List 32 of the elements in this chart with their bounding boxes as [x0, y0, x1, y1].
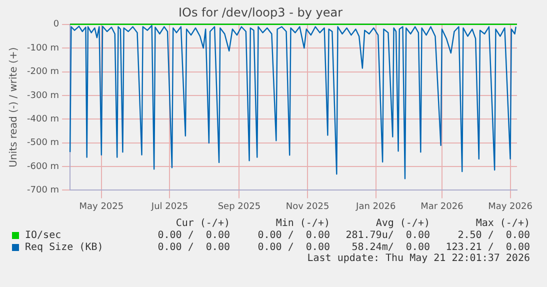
- y-tick-label: 0: [53, 20, 60, 30]
- legend-label: Req Size (KB): [25, 242, 104, 252]
- x-tick-label: Nov 2025: [286, 202, 330, 212]
- x-tick-label: Mar 2026: [420, 202, 464, 212]
- y-tick-label: -700 m: [26, 186, 60, 196]
- y-tick-label: -500 m: [26, 138, 60, 148]
- text: Max (-/+): [474, 218, 530, 229]
- text: 281.79u/ 0.00: [344, 230, 430, 240]
- text: 0.00 / 0.00: [256, 242, 330, 252]
- y-tick-label: -200 m: [26, 67, 60, 78]
- text: Avg (-/+): [374, 218, 430, 229]
- legend-label: IO/sec: [25, 230, 62, 240]
- y-tick-label: -100 m: [26, 43, 60, 54]
- x-tick-label: May 2025: [79, 202, 124, 212]
- text: 58.24m/ 0.00: [350, 242, 430, 252]
- y-axis-title: Units read (-) / write (+): [8, 47, 20, 168]
- x-tick-label: Sep 2025: [218, 202, 261, 212]
- x-tick-label: May 2026: [488, 202, 533, 212]
- text: 0.00 / 0.00: [156, 230, 230, 240]
- chart-title: IOs for /dev/loop3 - by year: [178, 5, 343, 20]
- y-tick-label: -400 m: [26, 114, 60, 124]
- text: 2.50 / 0.00: [456, 230, 530, 240]
- text: 123.21 / 0.00: [444, 242, 530, 252]
- text: 0.00 / 0.00: [256, 230, 330, 240]
- y-tick-label: -600 m: [26, 162, 60, 172]
- x-tick-label: Jan 2026: [355, 202, 396, 212]
- text: 0.00 / 0.00: [156, 242, 230, 252]
- text: Cur (-/+): [174, 218, 230, 229]
- y-tick-label: -300 m: [26, 90, 60, 101]
- text: Min (-/+): [274, 218, 330, 229]
- x-tick-label: Jul 2025: [150, 202, 188, 212]
- text: Last update: Thu May 21 22:01:37 2026: [306, 253, 530, 264]
